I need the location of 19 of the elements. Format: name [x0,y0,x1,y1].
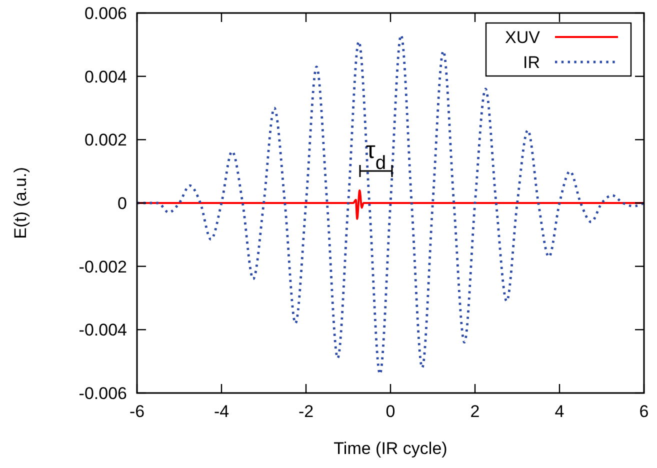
y-tick-label: 0.006 [84,4,127,23]
legend-label: XUV [505,28,541,47]
y-axis-title: E(t) (a.u.) [11,167,30,239]
y-tick-label: 0.004 [84,67,127,86]
y-tick-label: 0 [118,194,127,213]
y-tick-label: -0.002 [78,257,127,276]
annotation: τ$_{d}$ [366,137,386,174]
x-tick-label: 4 [554,402,564,421]
x-tick-label: -2 [298,402,314,421]
x-tick-label: -6 [129,402,145,421]
y-tick-label: 0.002 [84,130,127,150]
x-tick-label: -4 [214,402,230,421]
x-tick-label: 0 [386,402,396,421]
y-tick-label: -0.006 [78,384,127,403]
y-tick-label: -0.004 [78,320,127,340]
x-tick-label: 6 [639,402,649,421]
x-tick-label: 2 [470,402,480,421]
legend-label: IR [523,53,540,72]
x-axis-title: Time (IR cycle) [334,439,448,458]
